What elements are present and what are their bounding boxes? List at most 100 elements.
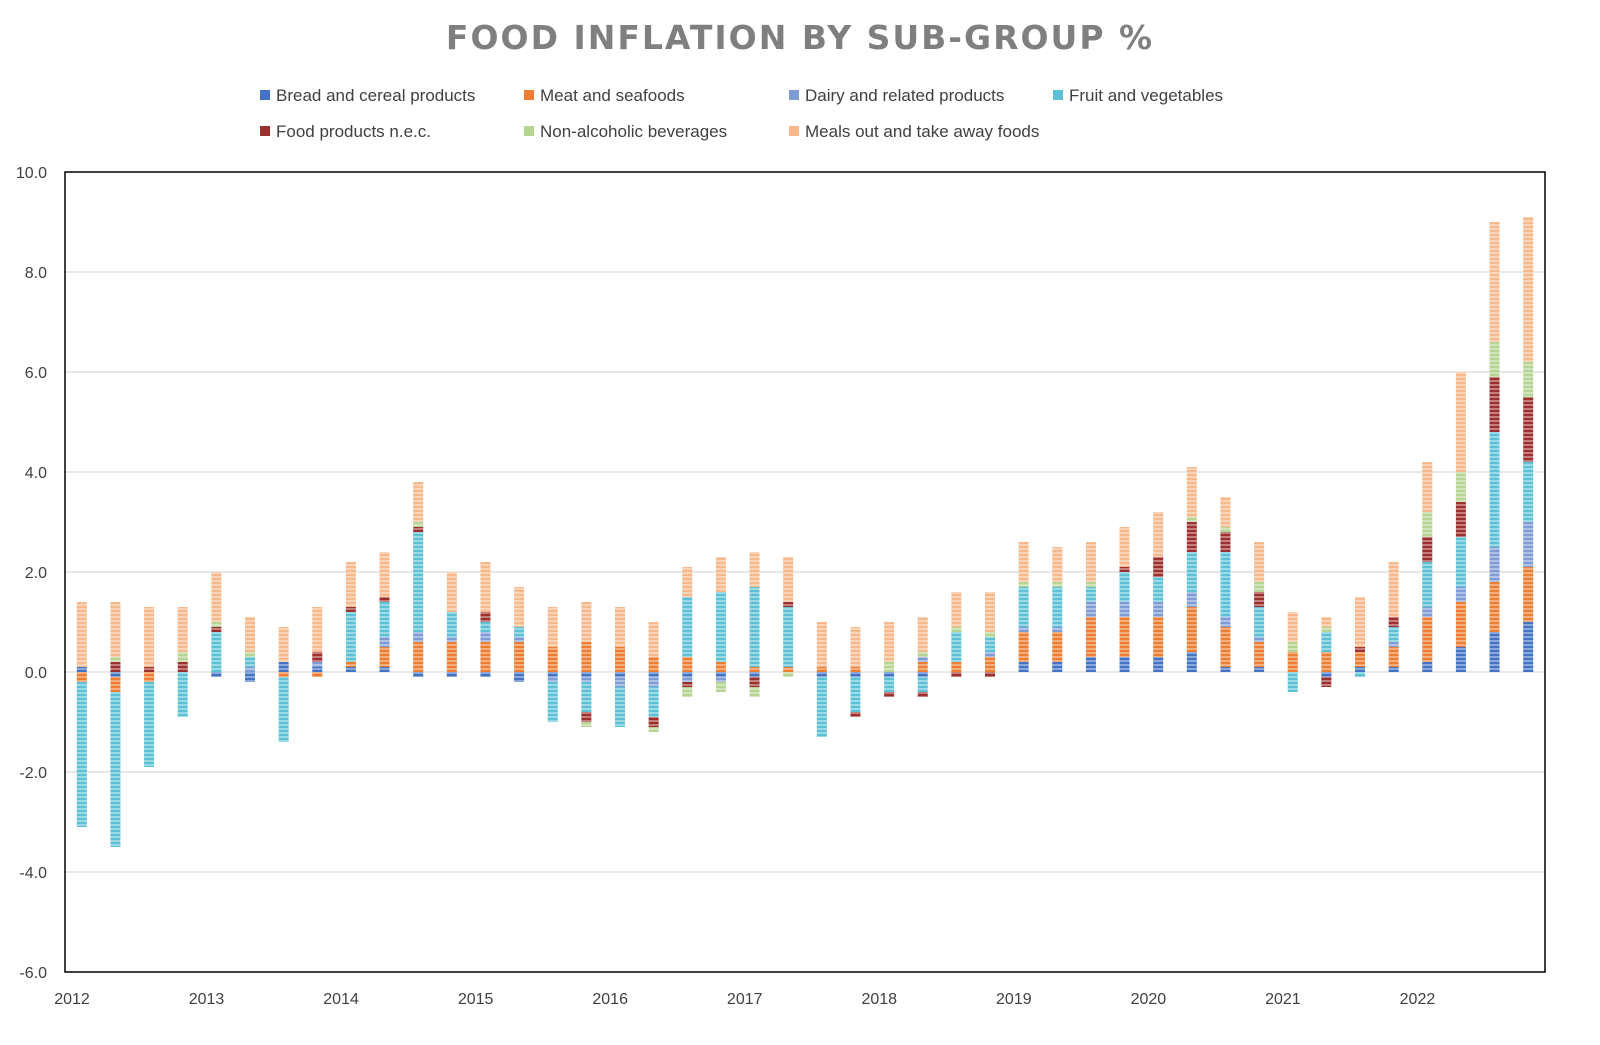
chart-title: FOOD INFLATION BY SUB-GROUP % xyxy=(445,18,1155,57)
bar-segment-meals xyxy=(1388,562,1399,617)
bar-segment-dairy xyxy=(379,637,390,647)
bar-segment-fruit xyxy=(884,677,895,692)
bar-segment-beverages xyxy=(1287,642,1298,652)
bar-segment-meals xyxy=(1153,512,1164,557)
bar-segment-fruit xyxy=(278,677,289,742)
legend-item-bread: Bread and cereal products xyxy=(260,86,475,106)
bar-segment-beverages xyxy=(951,627,962,632)
bar-segment-meals xyxy=(850,627,861,667)
bar-segment-fruit xyxy=(1455,537,1466,587)
bar-segment-dairy xyxy=(514,637,525,642)
bar-segment-bread xyxy=(312,667,323,672)
bar-segment-meat xyxy=(1455,602,1466,647)
legend-swatch-meals xyxy=(789,126,799,136)
bar-segment-meals xyxy=(581,602,592,642)
bar-segment-bread xyxy=(682,672,693,677)
legend-swatch-dairy xyxy=(789,90,799,100)
bar-segment-fruit xyxy=(951,632,962,662)
bar-segment-bread xyxy=(211,672,222,677)
bar-segment-dairy xyxy=(446,637,457,642)
bar-segment-fruit xyxy=(1388,627,1399,642)
bar-segment-food-nec xyxy=(211,627,222,632)
bar-segment-food-nec xyxy=(1186,522,1197,552)
bar-segment-meat xyxy=(1153,617,1164,657)
bar-segment-dairy xyxy=(1422,607,1433,617)
bar-segment-fruit xyxy=(1186,552,1197,592)
bar-segment-food-nec xyxy=(951,672,962,677)
y-tick-label: 0.0 xyxy=(25,665,47,682)
bar-segment-fruit xyxy=(1220,552,1231,617)
bar-segment-bread xyxy=(413,672,424,677)
bar-segment-food-nec xyxy=(917,692,928,697)
bar-segment-meals xyxy=(1220,497,1231,527)
bar-segment-beverages xyxy=(1018,582,1029,587)
bar-segment-meals xyxy=(1119,527,1130,567)
bar-segment-meals xyxy=(76,602,87,667)
bar-segment-food-nec xyxy=(749,677,760,687)
bar-segment-dairy xyxy=(682,677,693,682)
x-tick-label: 2013 xyxy=(189,991,225,1008)
x-tick-label: 2021 xyxy=(1265,991,1301,1008)
bar-segment-fruit xyxy=(1085,587,1096,602)
y-tick-label: -6.0 xyxy=(19,965,47,982)
bar-segment-food-nec xyxy=(985,672,995,677)
x-tick-label: 2017 xyxy=(727,991,763,1008)
bar-segment-beverages xyxy=(581,722,592,727)
bar-segment-meat xyxy=(413,642,424,672)
bar-segment-meals xyxy=(1523,217,1534,362)
bar-segment-fruit xyxy=(1422,562,1433,607)
bar-segment-beverages xyxy=(1523,362,1534,397)
bar-segment-fruit xyxy=(1489,432,1500,547)
bar-segment-fruit xyxy=(1254,607,1265,637)
bar-segment-food-nec xyxy=(480,612,491,622)
bar-segment-food-nec xyxy=(1455,502,1466,537)
bar-segment-meat xyxy=(985,657,995,672)
bar-segment-bread xyxy=(245,672,255,682)
bar-segment-dairy xyxy=(1018,627,1029,632)
bar-segment-dairy xyxy=(1489,547,1500,582)
bar-segment-bread xyxy=(715,672,726,677)
bar-segment-beverages xyxy=(1422,512,1433,537)
bars xyxy=(76,217,1534,847)
bar-segment-dairy xyxy=(1153,602,1164,617)
bar-segment-fruit xyxy=(816,677,827,737)
bar-segment-dairy xyxy=(1186,592,1197,607)
bar-segment-meat xyxy=(749,667,760,672)
x-tick-label: 2016 xyxy=(592,991,628,1008)
bar-segment-meals xyxy=(211,572,222,622)
bar-segment-meals xyxy=(749,552,760,587)
bar-segment-bread xyxy=(1254,667,1265,672)
legend-item-meals: Meals out and take away foods xyxy=(789,122,1039,142)
bar-segment-meat xyxy=(917,662,928,672)
bar-segment-beverages xyxy=(110,657,121,662)
bar-segment-bread xyxy=(1388,667,1399,672)
bar-segment-dairy xyxy=(985,652,995,657)
bar-segment-beverages xyxy=(1220,527,1231,532)
legend-swatch-fruit xyxy=(1053,90,1063,100)
bar-segment-bread xyxy=(446,672,457,677)
bar-segment-food-nec xyxy=(648,717,659,727)
bar-segment-dairy xyxy=(1254,637,1265,642)
bar-segment-fruit xyxy=(615,687,625,727)
bar-segment-beverages xyxy=(917,652,928,657)
bar-segment-food-nec xyxy=(1153,557,1164,577)
legend-item-fruit: Fruit and vegetables xyxy=(1053,86,1223,106)
bar-segment-meals xyxy=(110,602,121,657)
bar-segment-fruit xyxy=(480,622,491,632)
bar-segment-meals xyxy=(1489,222,1500,342)
bar-segment-food-nec xyxy=(581,712,592,722)
bar-segment-dairy xyxy=(615,677,625,687)
bar-segment-dairy xyxy=(648,677,659,687)
bar-segment-meals xyxy=(816,622,827,667)
bar-segment-meat xyxy=(110,677,121,692)
bar-segment-fruit xyxy=(547,682,558,722)
legend-swatch-bread xyxy=(260,90,270,100)
bar-segment-food-nec xyxy=(144,667,155,672)
bar-segment-meat xyxy=(1489,582,1500,632)
bar-segment-fruit xyxy=(110,692,121,847)
bar-segment-bread xyxy=(581,672,592,677)
bar-segment-meat xyxy=(514,642,525,672)
bar-segment-bread xyxy=(1355,667,1365,672)
bar-segment-fruit xyxy=(245,657,255,667)
bar-segment-beverages xyxy=(884,662,895,672)
